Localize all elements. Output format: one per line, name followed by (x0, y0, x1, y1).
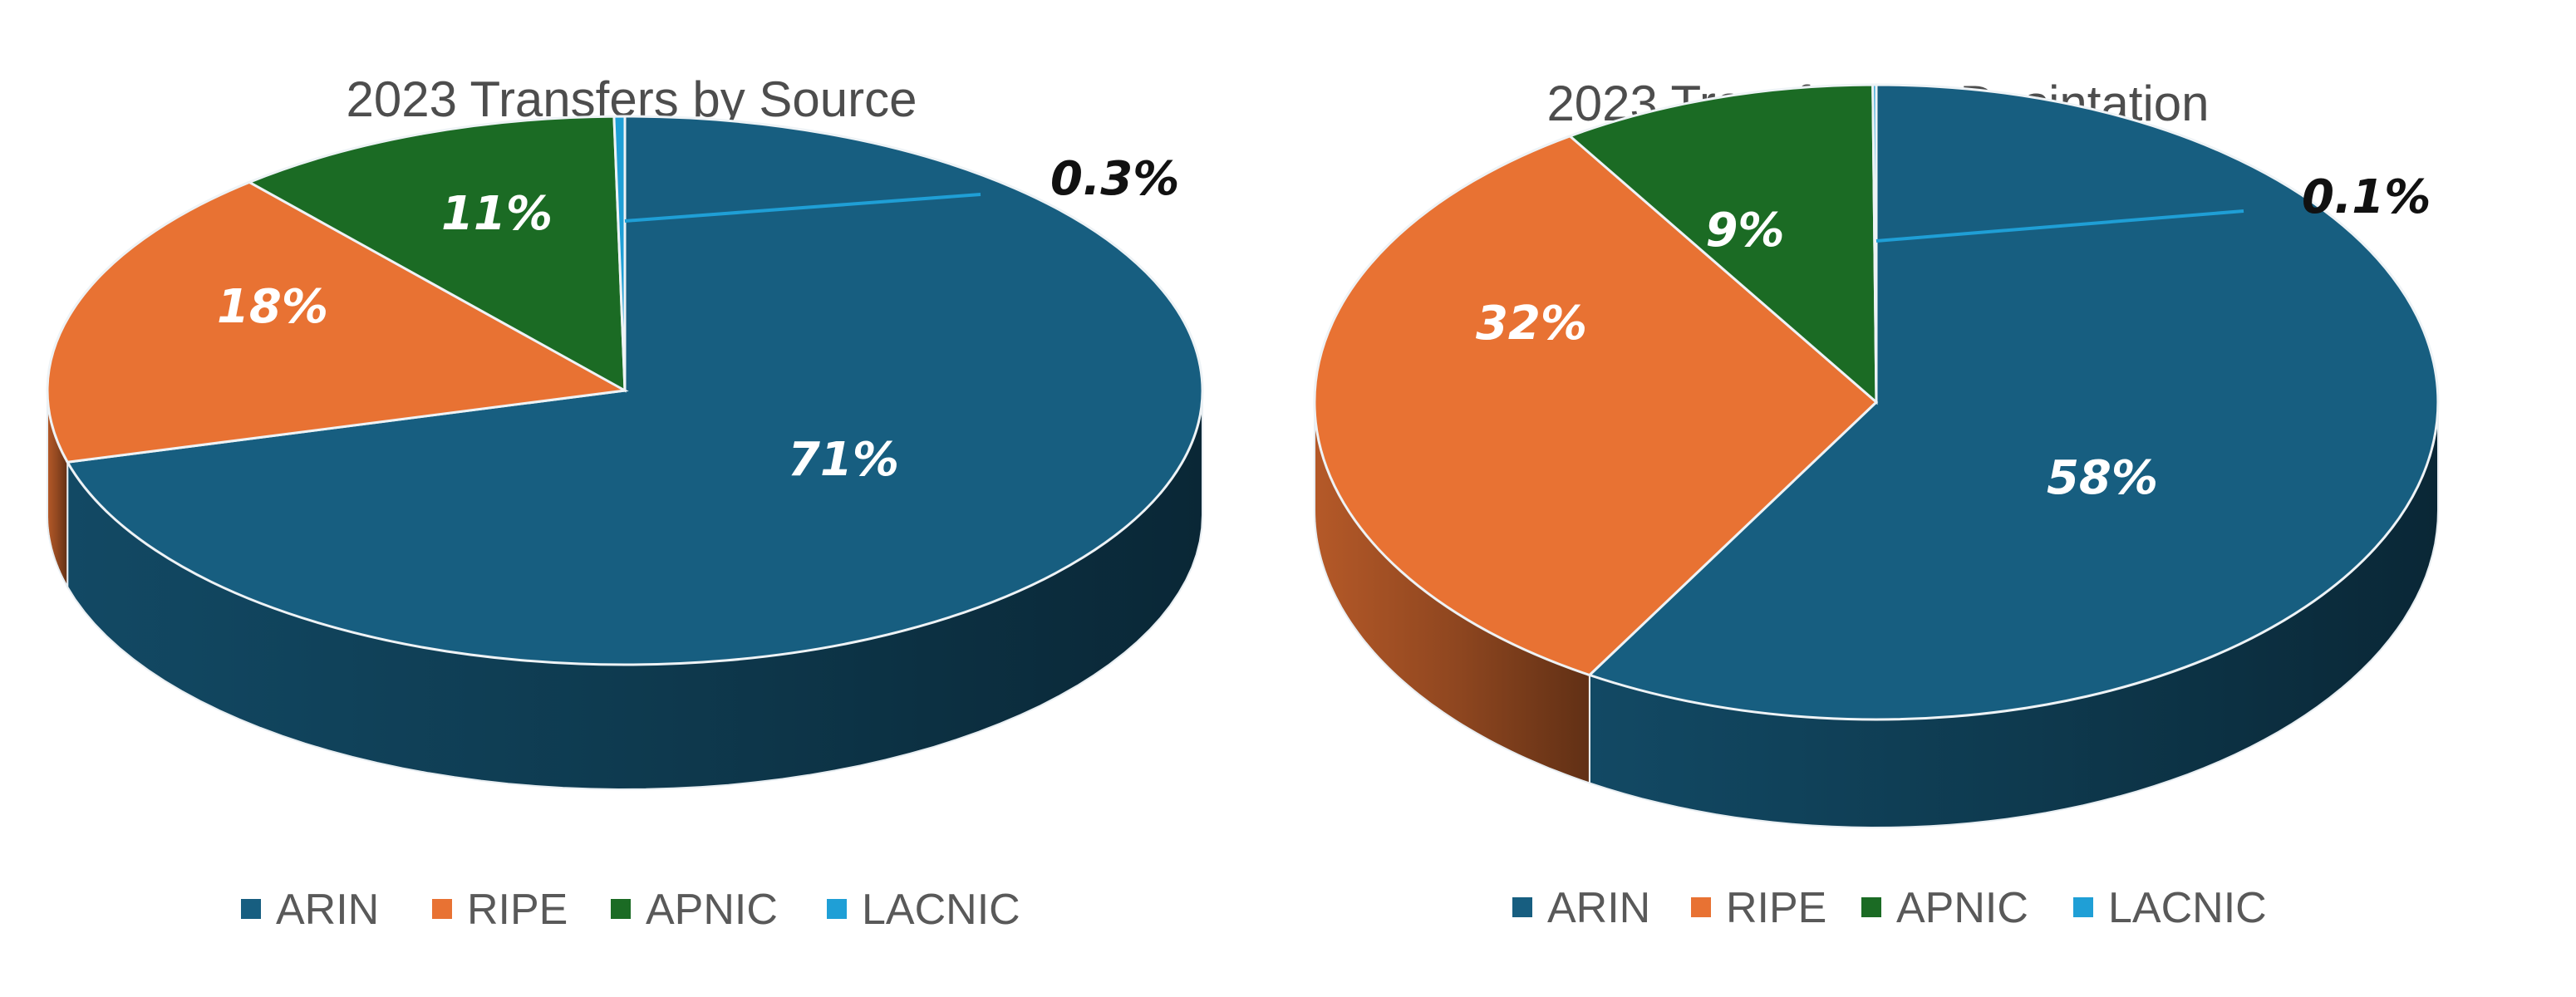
legend-label-apnic: APNIC (1896, 884, 2028, 932)
destination-pie-legend: ARIN RIPE APNIC LACNIC (1512, 884, 2267, 932)
pie-slice-apnic (246, 115, 627, 393)
data-label-lacnic: 0.3% (1050, 152, 1179, 206)
data-label-ripe: 32% (1476, 297, 1587, 351)
source-pie-legend: ARIN RIPE APNIC LACNIC (241, 886, 1020, 934)
legend-swatch-ripe (432, 899, 452, 919)
source-pie-data-labels: 71% 18% 11% 0.3% (217, 152, 1179, 487)
data-label-apnic: 9% (1705, 204, 1784, 258)
data-label-ripe: 18% (217, 280, 328, 334)
legend-label-ripe: RIPE (1726, 884, 1826, 932)
legend-label-ripe: RIPE (467, 886, 568, 934)
legend-label-arin: ARIN (1547, 884, 1650, 932)
data-label-apnic: 11% (441, 187, 553, 241)
pie-slice-ripe (1313, 135, 1879, 677)
legend-swatch-arin (241, 899, 261, 919)
leader-line-lacnic (1875, 209, 2244, 243)
legend-swatch-apnic (1861, 897, 1881, 917)
pie-slice-lacnic (1871, 83, 1878, 403)
legend-label-lacnic: LACNIC (2108, 884, 2267, 932)
pie-slice-lacnic (612, 115, 627, 391)
data-label-arin: 71% (788, 433, 899, 487)
source-pie-tops (46, 115, 1204, 666)
destination-pie-tops (1313, 83, 2440, 721)
pie-slice-arin (65, 115, 1204, 666)
legend-swatch-ripe (1691, 897, 1711, 917)
data-label-arin: 58% (2047, 451, 2158, 505)
legend-label-lacnic: LACNIC (862, 886, 1020, 934)
legend-label-arin: ARIN (276, 886, 379, 934)
pie-slice-ripe (46, 180, 629, 464)
legend-label-apnic: APNIC (646, 886, 778, 934)
pie-slice-arin (1587, 83, 2440, 721)
leader-line-lacnic (624, 193, 981, 223)
pie-slice-apnic (1567, 83, 1878, 405)
source-pie-chart: 2023 Transfers by Source 71%18%11%0.3% A… (46, 71, 1204, 934)
destination-pie-chart: 2023 Transfers by Desintation 58%32%9%0.… (1313, 76, 2440, 932)
legend-swatch-arin (1512, 897, 1532, 917)
legend-swatch-apnic (611, 899, 631, 919)
legend-swatch-lacnic (2073, 897, 2093, 917)
data-label-lacnic: 0.1% (2302, 170, 2431, 224)
legend-swatch-lacnic (827, 899, 847, 919)
destination-pie-data-labels: 58% 32% 9% 0.1% (1476, 170, 2431, 505)
